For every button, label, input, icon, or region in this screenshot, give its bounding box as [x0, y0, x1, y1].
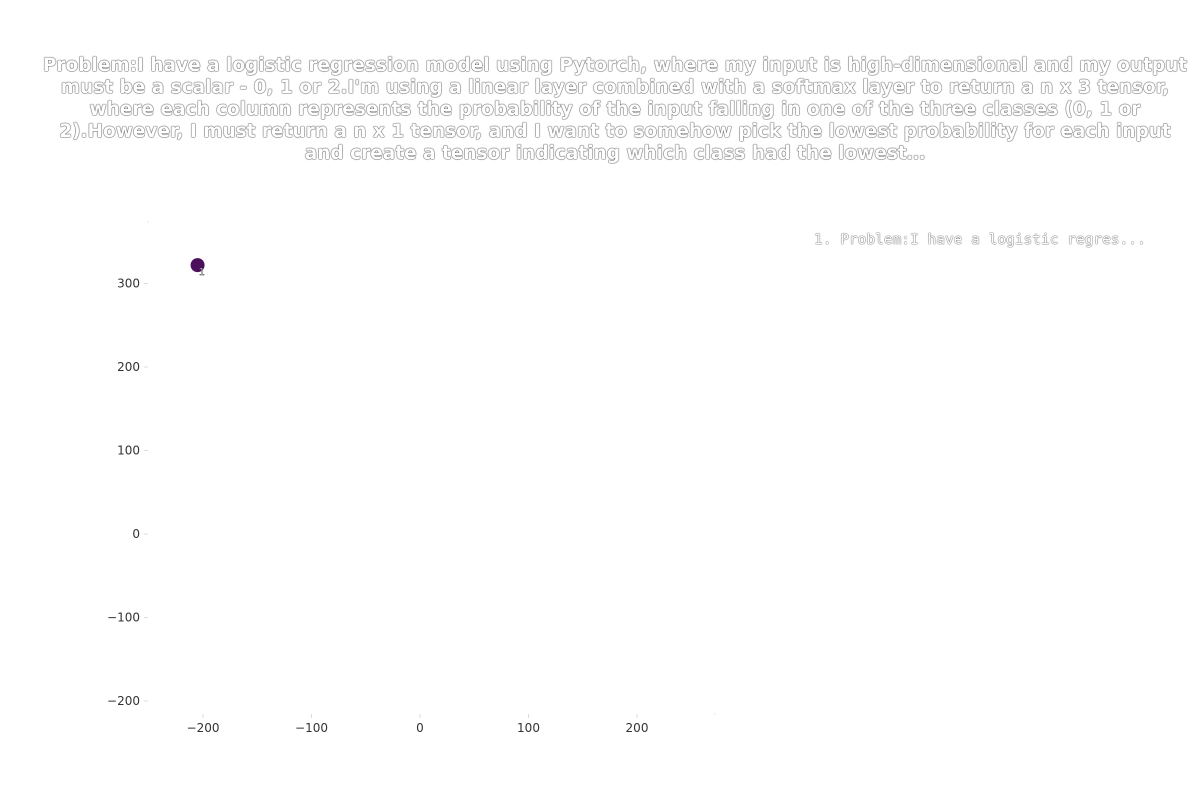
y-tick-label: 300	[117, 277, 140, 291]
chart-title: Problem:I have a logistic regression mod…	[42, 55, 1188, 164]
x-tick-label: −100	[295, 721, 328, 735]
legend-entry: 1. Problem:I have a logistic regres...	[814, 232, 1146, 248]
data-points: 1	[190, 258, 205, 278]
y-tick-label: −200	[107, 694, 140, 708]
y-tick-label: 0	[132, 527, 140, 541]
x-tick-label: −200	[187, 721, 220, 735]
data-point-label: 1	[199, 267, 205, 278]
plot-corner-mark	[714, 713, 716, 715]
plot-corner-mark	[147, 221, 149, 223]
data-point	[190, 258, 205, 273]
y-tick-label: −100	[107, 611, 140, 625]
y-tick-label: 100	[117, 444, 140, 458]
x-tick-label: 200	[626, 721, 649, 735]
x-tick-label: 0	[416, 721, 424, 735]
y-axis: −200 −100 0 100 200 300	[107, 221, 716, 715]
x-axis: −200 −100 0 100 200	[187, 714, 649, 735]
y-tick-label: 200	[117, 360, 140, 374]
x-tick-label: 100	[517, 721, 540, 735]
